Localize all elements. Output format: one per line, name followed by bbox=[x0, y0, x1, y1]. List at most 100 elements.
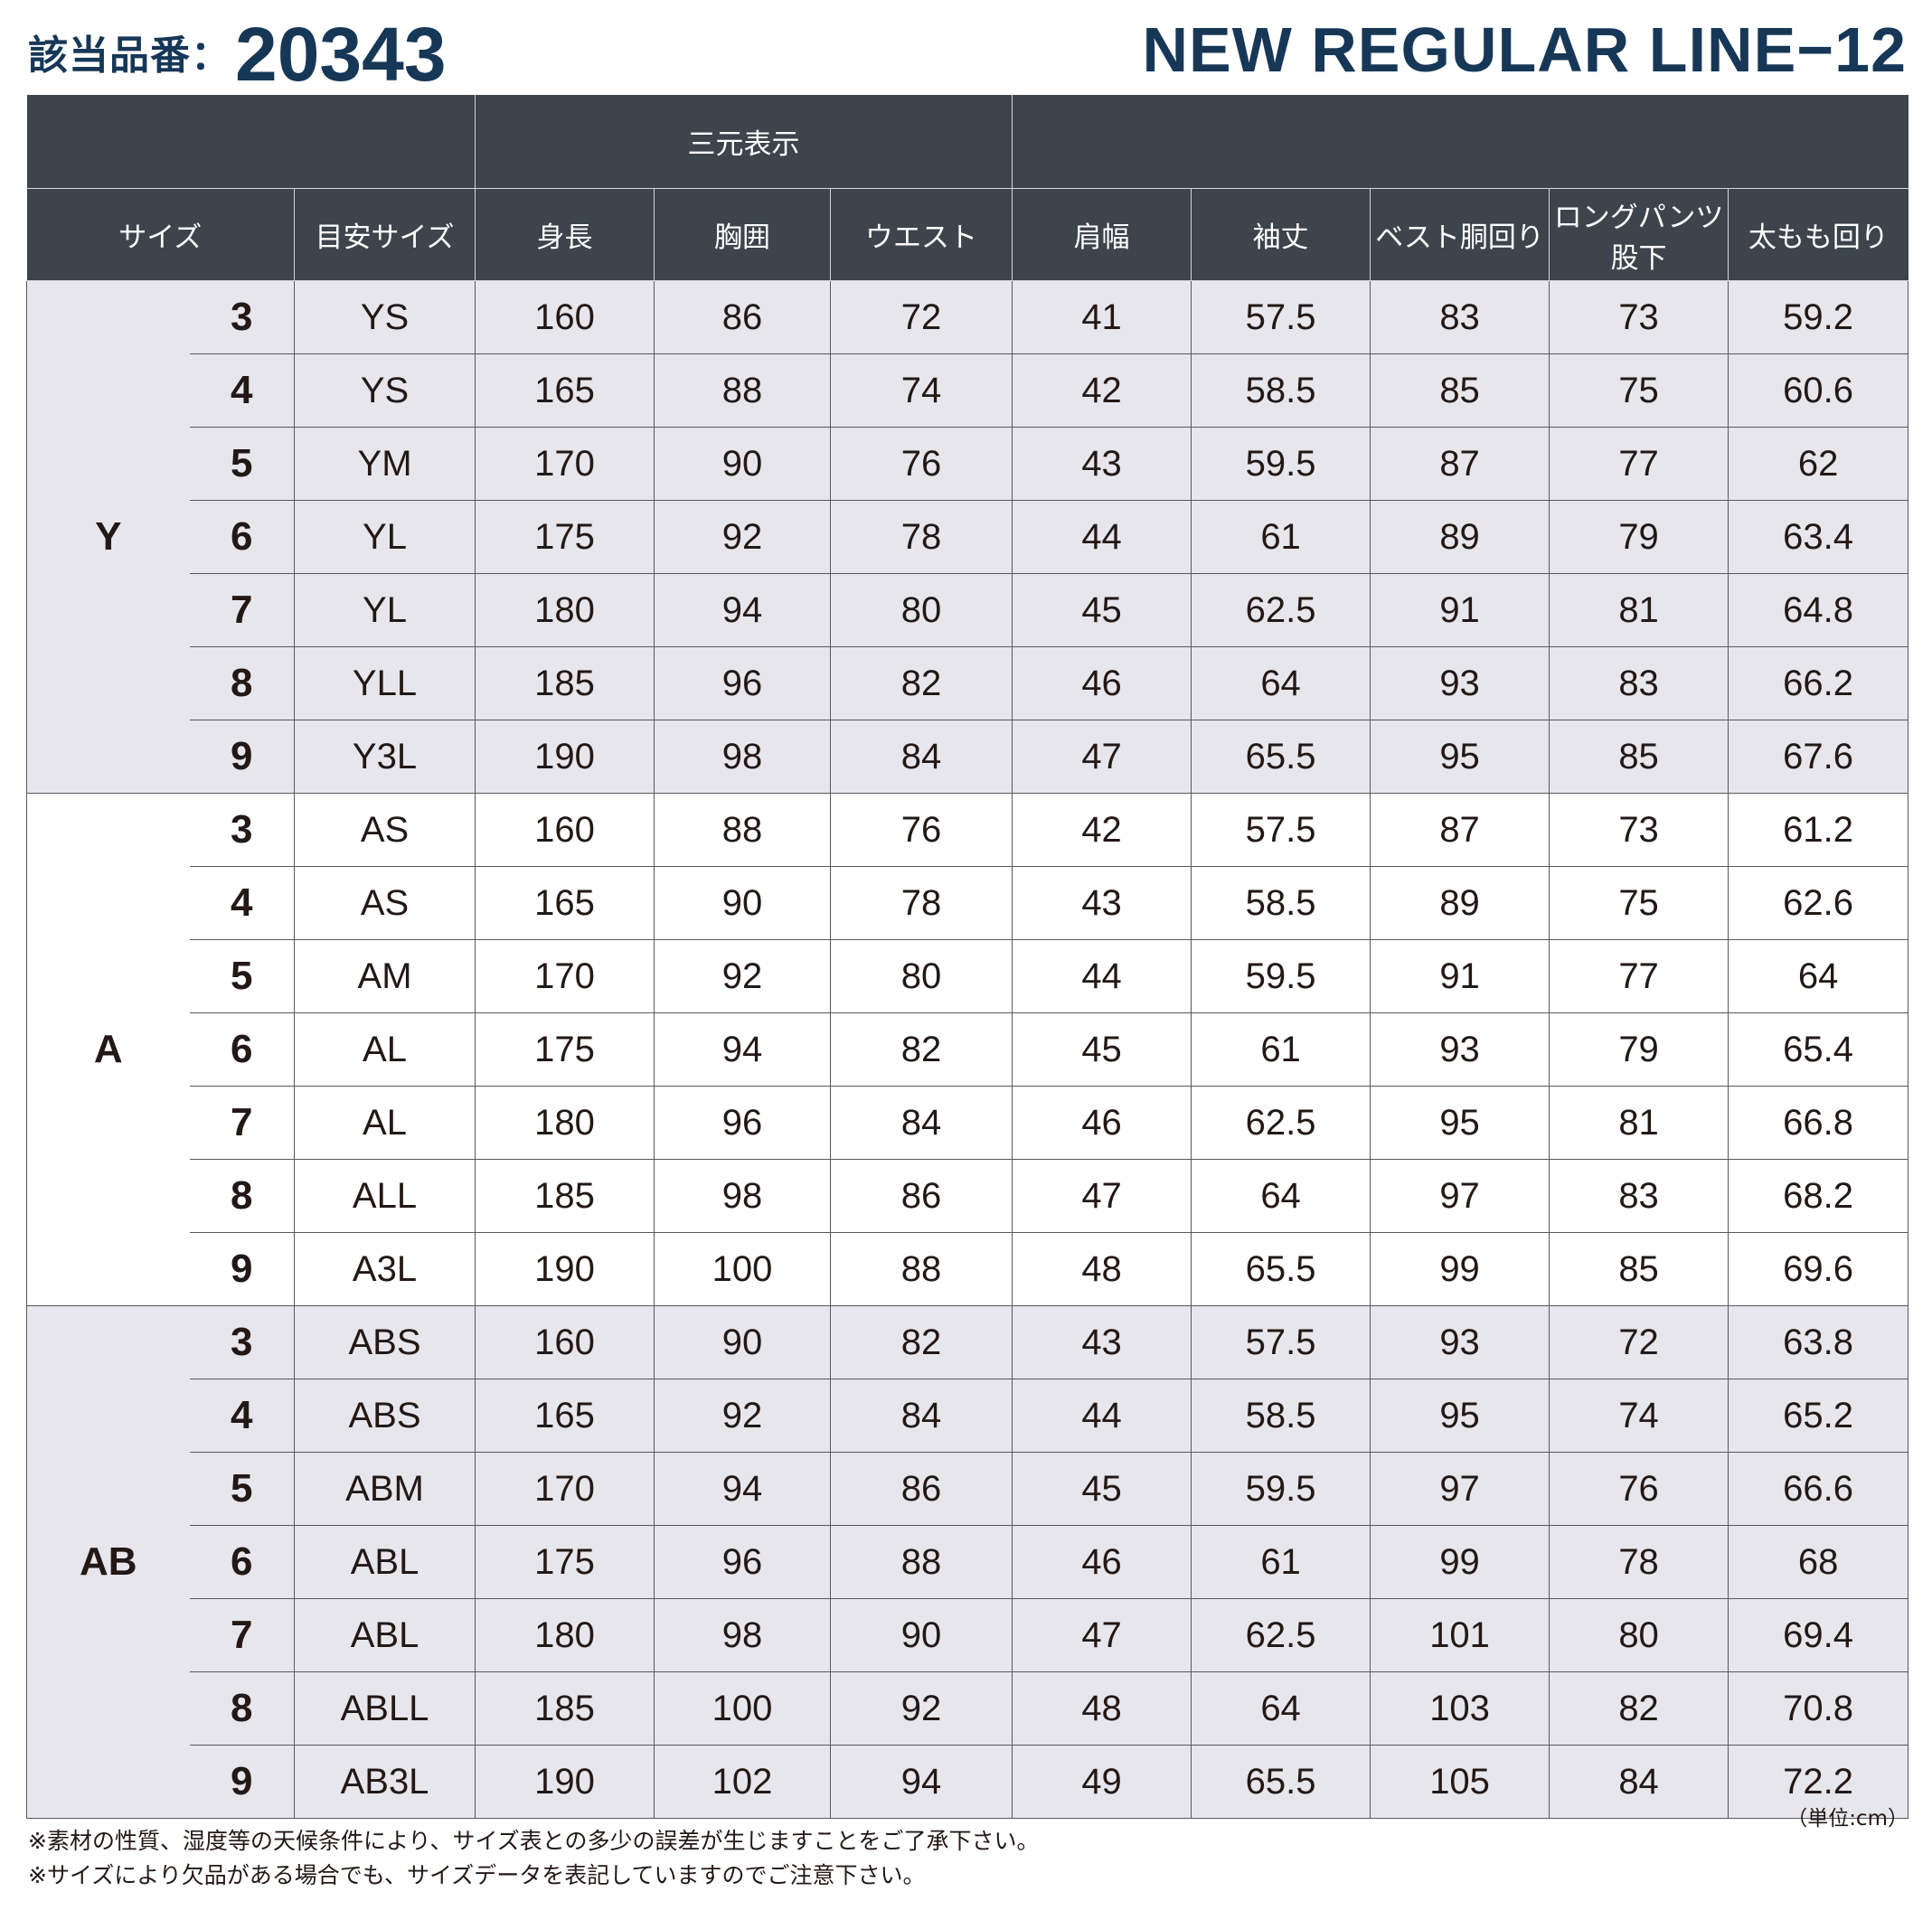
thigh-cell: 60.6 bbox=[1728, 353, 1909, 428]
waist-cell: 80 bbox=[830, 939, 1013, 1013]
height-cell: 185 bbox=[475, 1159, 655, 1233]
shoulder-cell: 46 bbox=[1012, 1086, 1192, 1160]
size-number-cell: 8 bbox=[189, 646, 295, 720]
thigh-cell: 67.6 bbox=[1728, 720, 1909, 794]
product-number: 20343 bbox=[235, 12, 447, 97]
table-row: 9 A3L 190 100 88 48 65.5 99 85 69.6 bbox=[27, 1232, 1909, 1306]
size-table: 三元表示 サイズ 目安サイズ 身長 胸囲 ウエスト 肩幅 袖丈 ベスト胴回り ロ… bbox=[26, 95, 1909, 1819]
header-thigh: 太もも回り bbox=[1728, 188, 1908, 281]
chest-cell: 96 bbox=[654, 646, 832, 720]
size-number-cell: 9 bbox=[189, 1745, 295, 1819]
table-row: 5 ABM 170 94 86 45 59.5 97 76 66.6 bbox=[27, 1452, 1909, 1526]
vest-waist-cell: 87 bbox=[1370, 793, 1550, 867]
note-line: ※素材の性質、湿度等の天候条件により、サイズ表との多少の誤差が生じますことをご了… bbox=[28, 1828, 1040, 1854]
waist-cell: 82 bbox=[830, 1305, 1013, 1379]
waist-cell: 92 bbox=[830, 1671, 1013, 1746]
inseam-cell: 79 bbox=[1549, 1012, 1729, 1087]
size-number-cell: 4 bbox=[189, 866, 295, 940]
vest-waist-cell: 93 bbox=[1370, 646, 1550, 720]
vest-waist-cell: 105 bbox=[1370, 1745, 1550, 1819]
table-row: 7 YL 180 94 80 45 62.5 91 81 64.8 bbox=[27, 573, 1909, 647]
waist-cell: 76 bbox=[830, 793, 1013, 867]
guide-size-cell: ABS bbox=[293, 1305, 476, 1379]
size-group-label: AB bbox=[26, 1305, 190, 1819]
thigh-cell: 65.4 bbox=[1728, 1012, 1909, 1087]
height-cell: 185 bbox=[475, 646, 655, 720]
sleeve-cell: 61 bbox=[1191, 1012, 1371, 1087]
shoulder-cell: 43 bbox=[1012, 866, 1192, 940]
sleeve-cell: 64 bbox=[1191, 646, 1371, 720]
shoulder-cell: 44 bbox=[1012, 939, 1192, 1013]
chest-cell: 102 bbox=[654, 1745, 832, 1819]
height-cell: 180 bbox=[475, 1086, 655, 1160]
vest-waist-cell: 97 bbox=[1370, 1159, 1550, 1233]
inseam-cell: 80 bbox=[1549, 1598, 1729, 1672]
sleeve-cell: 59.5 bbox=[1191, 427, 1371, 501]
thigh-cell: 66.8 bbox=[1728, 1086, 1909, 1160]
sleeve-cell: 57.5 bbox=[1191, 1305, 1371, 1379]
waist-cell: 84 bbox=[830, 1379, 1013, 1453]
thigh-cell: 68 bbox=[1728, 1525, 1909, 1599]
thigh-cell: 62.6 bbox=[1728, 866, 1909, 940]
sleeve-cell: 58.5 bbox=[1191, 1379, 1371, 1453]
guide-size-cell: AS bbox=[293, 866, 476, 940]
shoulder-cell: 46 bbox=[1012, 1525, 1192, 1599]
vest-waist-cell: 93 bbox=[1370, 1305, 1550, 1379]
inseam-cell: 79 bbox=[1549, 500, 1729, 574]
table-row: Y 3 YS 160 86 72 41 57.5 83 73 59.2 bbox=[26, 280, 1909, 794]
waist-cell: 82 bbox=[830, 646, 1013, 720]
chest-cell: 98 bbox=[654, 1159, 832, 1233]
waist-cell: 86 bbox=[830, 1452, 1013, 1526]
thigh-cell: 64 bbox=[1728, 939, 1909, 1013]
height-cell: 160 bbox=[475, 280, 655, 354]
shoulder-cell: 43 bbox=[1012, 1305, 1192, 1379]
inseam-cell: 81 bbox=[1549, 1086, 1729, 1160]
table-row: 7 ABL 180 98 90 47 62.5 101 80 69.4 bbox=[27, 1598, 1909, 1672]
table-row: 5 YM 170 90 76 43 59.5 87 77 62 bbox=[27, 427, 1909, 501]
chest-cell: 88 bbox=[654, 353, 832, 428]
chest-cell: 96 bbox=[654, 1525, 832, 1599]
size-number-cell: 4 bbox=[189, 353, 295, 428]
sleeve-cell: 65.5 bbox=[1191, 720, 1371, 794]
size-number-cell: 3 bbox=[189, 793, 295, 867]
guide-size-cell: ABLL bbox=[293, 1671, 476, 1746]
inseam-cell: 83 bbox=[1549, 1159, 1729, 1233]
waist-cell: 72 bbox=[830, 280, 1013, 354]
shoulder-cell: 45 bbox=[1012, 573, 1192, 647]
waist-cell: 94 bbox=[830, 1745, 1013, 1819]
inseam-cell: 75 bbox=[1549, 866, 1729, 940]
header-row-columns: サイズ 目安サイズ 身長 胸囲 ウエスト 肩幅 袖丈 ベスト胴回り ロングパンツ… bbox=[26, 188, 1908, 281]
thigh-cell: 62 bbox=[1728, 427, 1909, 501]
size-number-cell: 9 bbox=[189, 1232, 295, 1306]
thigh-cell: 68.2 bbox=[1728, 1159, 1909, 1233]
guide-size-cell: ABM bbox=[293, 1452, 476, 1526]
shoulder-cell: 47 bbox=[1012, 1598, 1192, 1672]
guide-size-cell: AB3L bbox=[293, 1745, 476, 1819]
waist-cell: 88 bbox=[830, 1525, 1013, 1599]
guide-size-cell: YS bbox=[293, 353, 476, 428]
size-number-cell: 8 bbox=[189, 1671, 295, 1746]
height-cell: 165 bbox=[475, 1379, 655, 1453]
guide-size-cell: YL bbox=[293, 500, 476, 574]
waist-cell: 82 bbox=[830, 1012, 1013, 1087]
table-row: 6 AL 175 94 82 45 61 93 79 65.4 bbox=[27, 1012, 1909, 1087]
table-row: 6 YL 175 92 78 44 61 89 79 63.4 bbox=[27, 500, 1909, 574]
inseam-cell: 78 bbox=[1549, 1525, 1729, 1599]
chest-cell: 90 bbox=[654, 866, 832, 940]
vest-waist-cell: 93 bbox=[1370, 1012, 1550, 1087]
guide-size-cell: YLL bbox=[293, 646, 476, 720]
height-cell: 165 bbox=[475, 866, 655, 940]
inseam-cell: 77 bbox=[1549, 939, 1729, 1013]
chest-cell: 100 bbox=[654, 1671, 832, 1746]
thigh-cell: 59.2 bbox=[1728, 280, 1909, 354]
chest-cell: 94 bbox=[654, 1452, 832, 1526]
vest-waist-cell: 89 bbox=[1370, 500, 1550, 574]
thigh-cell: 65.2 bbox=[1728, 1379, 1909, 1453]
sleeve-cell: 59.5 bbox=[1191, 939, 1371, 1013]
waist-cell: 90 bbox=[830, 1598, 1013, 1672]
waist-cell: 84 bbox=[830, 720, 1013, 794]
header-waist: ウエスト bbox=[830, 188, 1013, 281]
sleeve-cell: 62.5 bbox=[1191, 1598, 1371, 1672]
shoulder-cell: 47 bbox=[1012, 1159, 1192, 1233]
vest-waist-cell: 91 bbox=[1370, 939, 1550, 1013]
